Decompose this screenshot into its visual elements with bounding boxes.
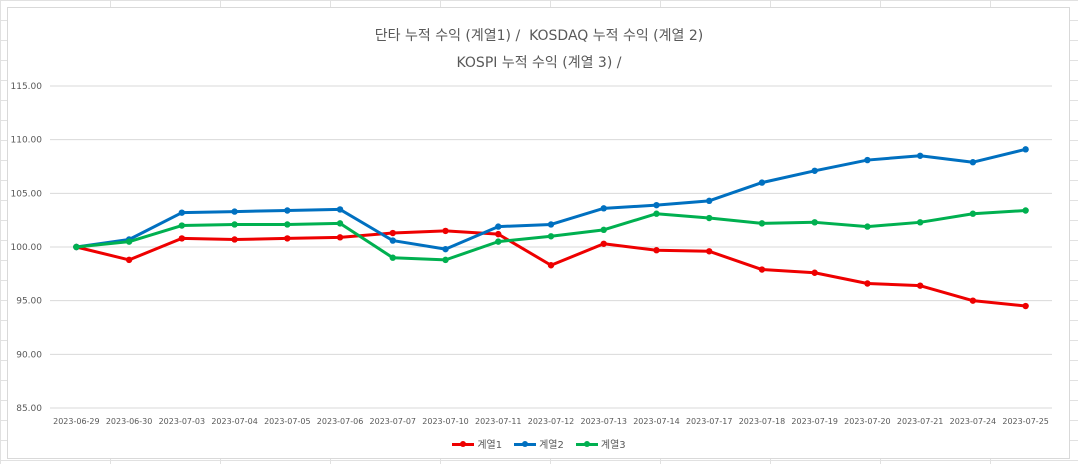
data-point-series-2[interactable] <box>811 167 818 174</box>
x-tick-label: 2023-07-04 <box>211 417 258 426</box>
x-tick-label: 2023-07-12 <box>528 417 575 426</box>
x-tick-label: 2023-07-14 <box>633 417 680 426</box>
data-point-series-1[interactable] <box>969 297 977 304</box>
data-point-series-1[interactable] <box>178 235 186 242</box>
data-point-series-2[interactable] <box>547 221 555 228</box>
legend-item-series-2[interactable]: 계열2 <box>514 436 564 451</box>
data-point-series-2[interactable] <box>864 156 871 164</box>
data-point-series-3[interactable] <box>969 210 977 217</box>
y-tick-label: 90.00 <box>16 350 42 360</box>
data-point-series-3[interactable] <box>284 221 291 228</box>
x-tick-label: 2023-07-06 <box>317 417 364 426</box>
data-point-series-2[interactable] <box>916 152 924 159</box>
chart-legend[interactable]: 계열1 계열2 계열3 <box>0 436 1078 451</box>
data-point-series-1[interactable] <box>336 234 344 241</box>
x-tick-label: 2023-07-03 <box>159 417 206 426</box>
data-point-series-3[interactable] <box>600 226 607 234</box>
x-tick-label: 2023-07-11 <box>475 417 522 426</box>
data-point-series-1[interactable] <box>547 262 555 269</box>
data-point-series-3[interactable] <box>442 256 449 264</box>
legend-marker-series-3 <box>575 439 598 449</box>
legend-label-series-3: 계열3 <box>600 440 626 451</box>
data-point-series-3[interactable] <box>811 219 818 226</box>
data-point-series-2[interactable] <box>178 209 186 216</box>
x-tick-label: 2023-07-13 <box>580 417 627 426</box>
data-point-series-3[interactable] <box>495 238 502 245</box>
data-point-series-1[interactable] <box>864 280 871 287</box>
x-tick-label: 2023-07-20 <box>844 417 891 426</box>
data-point-series-2[interactable] <box>284 207 291 214</box>
data-point-series-1[interactable] <box>758 266 766 273</box>
data-point-series-3[interactable] <box>653 210 660 217</box>
data-point-series-3[interactable] <box>1022 207 1029 214</box>
data-point-series-1[interactable] <box>706 248 713 255</box>
data-point-series-3[interactable] <box>916 219 924 226</box>
data-point-series-2[interactable] <box>706 197 713 205</box>
data-point-series-1[interactable] <box>600 240 607 247</box>
data-point-series-1[interactable] <box>284 235 291 242</box>
chart-title-line-1: 단타 누적 수익 (계열1) / KOSDAQ 누적 수익 (계열 2) <box>374 28 704 44</box>
y-tick-label: 115.00 <box>11 82 43 92</box>
y-tick-label: 95.00 <box>16 297 42 307</box>
x-tick-label: 2023-07-07 <box>370 417 417 426</box>
x-tick-label: 2023-07-21 <box>897 417 944 426</box>
legend-item-series-1[interactable]: 계열1 <box>452 436 502 451</box>
x-tick-label: 2023-07-17 <box>686 417 733 426</box>
data-point-series-1[interactable] <box>231 236 238 243</box>
data-point-series-3[interactable] <box>864 223 871 230</box>
data-point-series-3[interactable] <box>706 214 713 222</box>
data-point-series-3[interactable] <box>178 222 186 229</box>
y-tick-label: 100.00 <box>11 243 43 253</box>
data-point-series-2[interactable] <box>758 179 766 186</box>
data-point-series-3[interactable] <box>125 238 133 245</box>
legend-marker-series-2 <box>514 439 537 449</box>
data-point-series-2[interactable] <box>969 159 977 166</box>
data-point-series-1[interactable] <box>1022 302 1029 310</box>
data-point-series-3[interactable] <box>73 243 80 251</box>
chart-title-line-2: KOSPI 누적 수익 (계열 3) / <box>456 55 622 71</box>
data-point-series-3[interactable] <box>336 220 344 227</box>
chart-area[interactable] <box>7 7 1070 459</box>
data-point-series-1[interactable] <box>653 247 660 254</box>
x-tick-label: 2023-06-29 <box>53 417 100 426</box>
data-point-series-3[interactable] <box>231 221 238 228</box>
data-point-series-1[interactable] <box>916 282 924 289</box>
data-point-series-1[interactable] <box>495 230 502 238</box>
x-tick-label: 2023-07-24 <box>950 417 997 426</box>
y-tick-label: 105.00 <box>11 189 43 199</box>
legend-label-series-2: 계열2 <box>539 440 564 451</box>
data-point-series-2[interactable] <box>336 206 344 213</box>
legend-label-series-1: 계열1 <box>477 440 503 451</box>
legend-item-series-3[interactable]: 계열3 <box>575 436 626 451</box>
legend-marker-series-1 <box>452 439 475 449</box>
data-point-series-2[interactable] <box>1022 146 1029 153</box>
data-point-series-2[interactable] <box>231 208 238 215</box>
data-point-series-2[interactable] <box>389 237 396 244</box>
data-point-series-1[interactable] <box>125 256 133 264</box>
y-tick-label: 110.00 <box>11 136 43 146</box>
y-tick-label: 85.00 <box>16 404 42 414</box>
data-point-series-1[interactable] <box>389 229 396 237</box>
x-tick-label: 2023-07-18 <box>739 417 786 426</box>
data-point-series-1[interactable] <box>442 227 449 235</box>
data-point-series-2[interactable] <box>600 205 607 212</box>
data-point-series-2[interactable] <box>495 223 502 230</box>
x-tick-label: 2023-07-25 <box>1002 417 1049 426</box>
data-point-series-2[interactable] <box>653 201 660 209</box>
data-point-series-3[interactable] <box>758 220 766 227</box>
x-tick-label: 2023-07-10 <box>422 417 469 426</box>
data-point-series-3[interactable] <box>389 254 396 261</box>
x-tick-label: 2023-06-30 <box>106 417 153 426</box>
series-line-1[interactable] <box>74 229 1028 308</box>
data-point-series-1[interactable] <box>811 269 818 276</box>
data-point-series-3[interactable] <box>547 233 555 240</box>
data-point-series-2[interactable] <box>442 245 449 253</box>
x-tick-label: 2023-07-05 <box>264 417 311 426</box>
x-tick-label: 2023-07-19 <box>791 417 838 426</box>
